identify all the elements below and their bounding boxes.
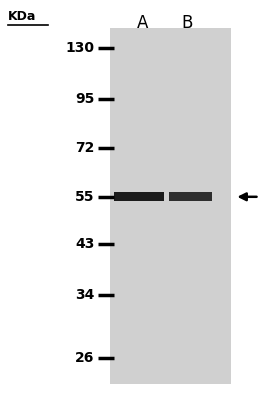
Bar (110, 28, 231, 384)
Text: KDa: KDa (8, 10, 36, 23)
Text: B: B (182, 14, 193, 32)
Text: A: A (137, 14, 149, 32)
Text: 43: 43 (75, 237, 94, 251)
Text: 72: 72 (75, 141, 94, 155)
Bar (169, 192, 212, 201)
Text: 34: 34 (75, 288, 94, 302)
Text: 130: 130 (65, 41, 94, 55)
Text: 95: 95 (75, 92, 94, 106)
Bar (114, 192, 164, 201)
Text: 55: 55 (75, 190, 94, 204)
Text: 26: 26 (75, 351, 94, 365)
